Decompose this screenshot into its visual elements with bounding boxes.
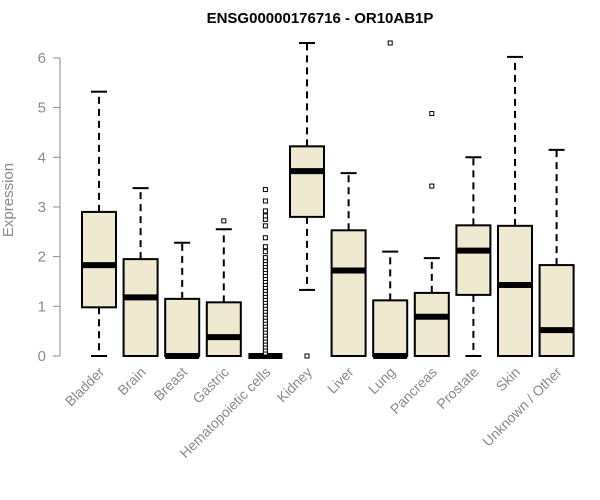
x-tick-label-prostate: Prostate [433,364,481,412]
x-tick-label-liver: Liver [324,364,357,397]
y-tick-label: 1 [38,298,46,315]
outlier-point-pancreas [429,111,435,117]
box-unknown-other [538,264,575,358]
box-gastric [205,301,242,358]
y-tick-label: 5 [38,100,46,117]
outlier-point-hematopoietic-cells [262,198,268,204]
outlier-point-gastric [221,218,227,224]
chart-title: ENSG00000176716 - OR10AB1P [207,10,434,27]
outlier-point-hematopoietic-cells [262,255,268,261]
box-pancreas [413,291,450,357]
x-tick-label-breast: Breast [150,364,190,404]
x-tick-label-bladder: Bladder [62,364,108,410]
outlier-point-lung [387,40,393,46]
whisker-group [91,42,565,357]
outlier-point-hematopoietic-cells [262,223,268,229]
x-tick-label-kidney: Kidney [274,364,316,406]
box-skin [497,224,533,357]
box-kidney [289,145,325,218]
x-tick-label-unknown-other: Unknown / Other [479,364,565,450]
y-tick-label: 4 [38,149,46,166]
box-prostate [455,224,492,296]
x-tick-label-lung: Lung [365,364,398,397]
y-tick-label: 0 [38,348,46,365]
outlier-point-hematopoietic-cells [262,213,268,219]
box-bladder [81,210,117,309]
y-tick-label: 6 [38,50,46,67]
outlier-point-hematopoietic-cells [262,235,268,241]
box-liver [330,229,367,357]
outlier-point-hematopoietic-cells [262,187,268,193]
outlier-point-kidney [304,353,310,359]
outlier-point-hematopoietic-cells [262,244,268,250]
box-group [81,145,575,359]
y-axis: 0 1 2 3 4 5 6 [38,50,61,365]
outlier-point-pancreas [429,183,435,189]
y-axis-label: Expression [0,163,17,237]
box-breast [164,297,201,358]
y-tick-label: 3 [38,199,46,216]
x-tick-label-skin: Skin [493,364,524,395]
outlier-point-hematopoietic-cells [262,249,268,255]
outlier-group [221,40,435,359]
outlier-point-hematopoietic-cells [262,208,268,214]
box-brain [122,258,159,357]
x-tick-label-brain: Brain [114,364,148,398]
y-tick-label: 2 [38,249,46,266]
box-lung [372,299,409,358]
